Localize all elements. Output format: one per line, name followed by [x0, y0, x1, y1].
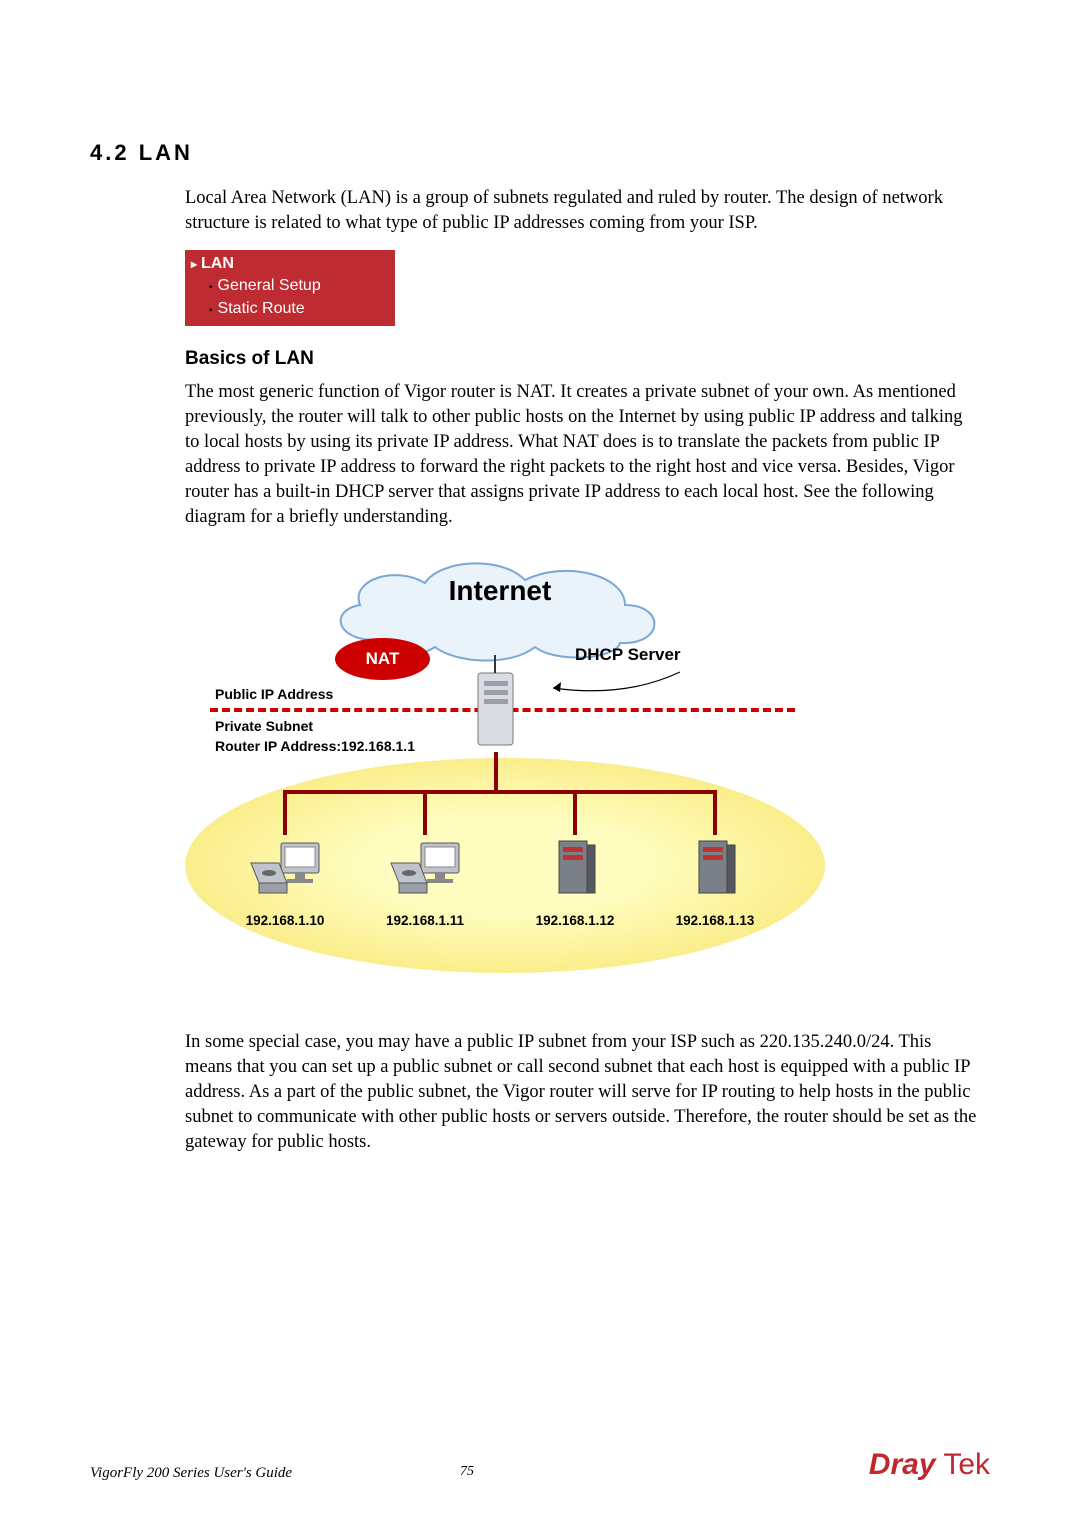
router-ip-label: Router IP Address:192.168.1.1 [215, 738, 415, 754]
footer-page-number: 75 [460, 1464, 474, 1480]
host-ip-label: 192.168.1.12 [535, 913, 615, 928]
internet-label: Internet [315, 575, 685, 607]
private-subnet-label: Private Subnet [215, 718, 313, 734]
host-tower: 192.168.1.12 [535, 835, 615, 928]
net-drop-line [423, 790, 427, 835]
subheading-basics: Basics of LAN [185, 348, 990, 370]
host-pc: 192.168.1.10 [245, 835, 325, 928]
net-drop-line [573, 790, 577, 835]
router-icon [468, 655, 523, 755]
footer-brand-logo: Dray Tek [869, 1448, 990, 1482]
host-ip-label: 192.168.1.11 [385, 913, 465, 928]
net-drop-line [713, 790, 717, 835]
host-tower: 192.168.1.13 [675, 835, 755, 928]
host-pc: 192.168.1.11 [385, 835, 465, 928]
nat-badge: NAT [335, 638, 430, 680]
host-ip-label: 192.168.1.10 [245, 913, 325, 928]
intro-paragraph: Local Area Network (LAN) is a group of s… [185, 186, 980, 236]
public-subnet-paragraph: In some special case, you may have a pub… [185, 1030, 980, 1155]
public-ip-label: Public IP Address [215, 686, 333, 702]
footer-guide-title: VigorFly 200 Series User's Guide [90, 1465, 292, 1482]
menu-title: LAN [191, 253, 389, 275]
host-ip-label: 192.168.1.13 [675, 913, 755, 928]
basics-paragraph: The most generic function of Vigor route… [185, 380, 980, 530]
section-heading: 4.2 LAN [90, 140, 990, 166]
net-vertical-line [494, 752, 498, 792]
menu-item-static-route: Static Route [209, 298, 389, 320]
lan-menu: LAN General Setup Static Route [185, 250, 395, 326]
net-horizontal-line [283, 790, 715, 794]
network-diagram: Internet NAT DHCP Server Public IP Addre… [185, 560, 990, 990]
page-footer: VigorFly 200 Series User's Guide 75 Dray… [90, 1448, 990, 1482]
net-drop-line [283, 790, 287, 835]
dhcp-arrow [545, 670, 685, 700]
dhcp-server-label: DHCP Server [575, 645, 681, 665]
menu-item-general-setup: General Setup [209, 275, 389, 297]
